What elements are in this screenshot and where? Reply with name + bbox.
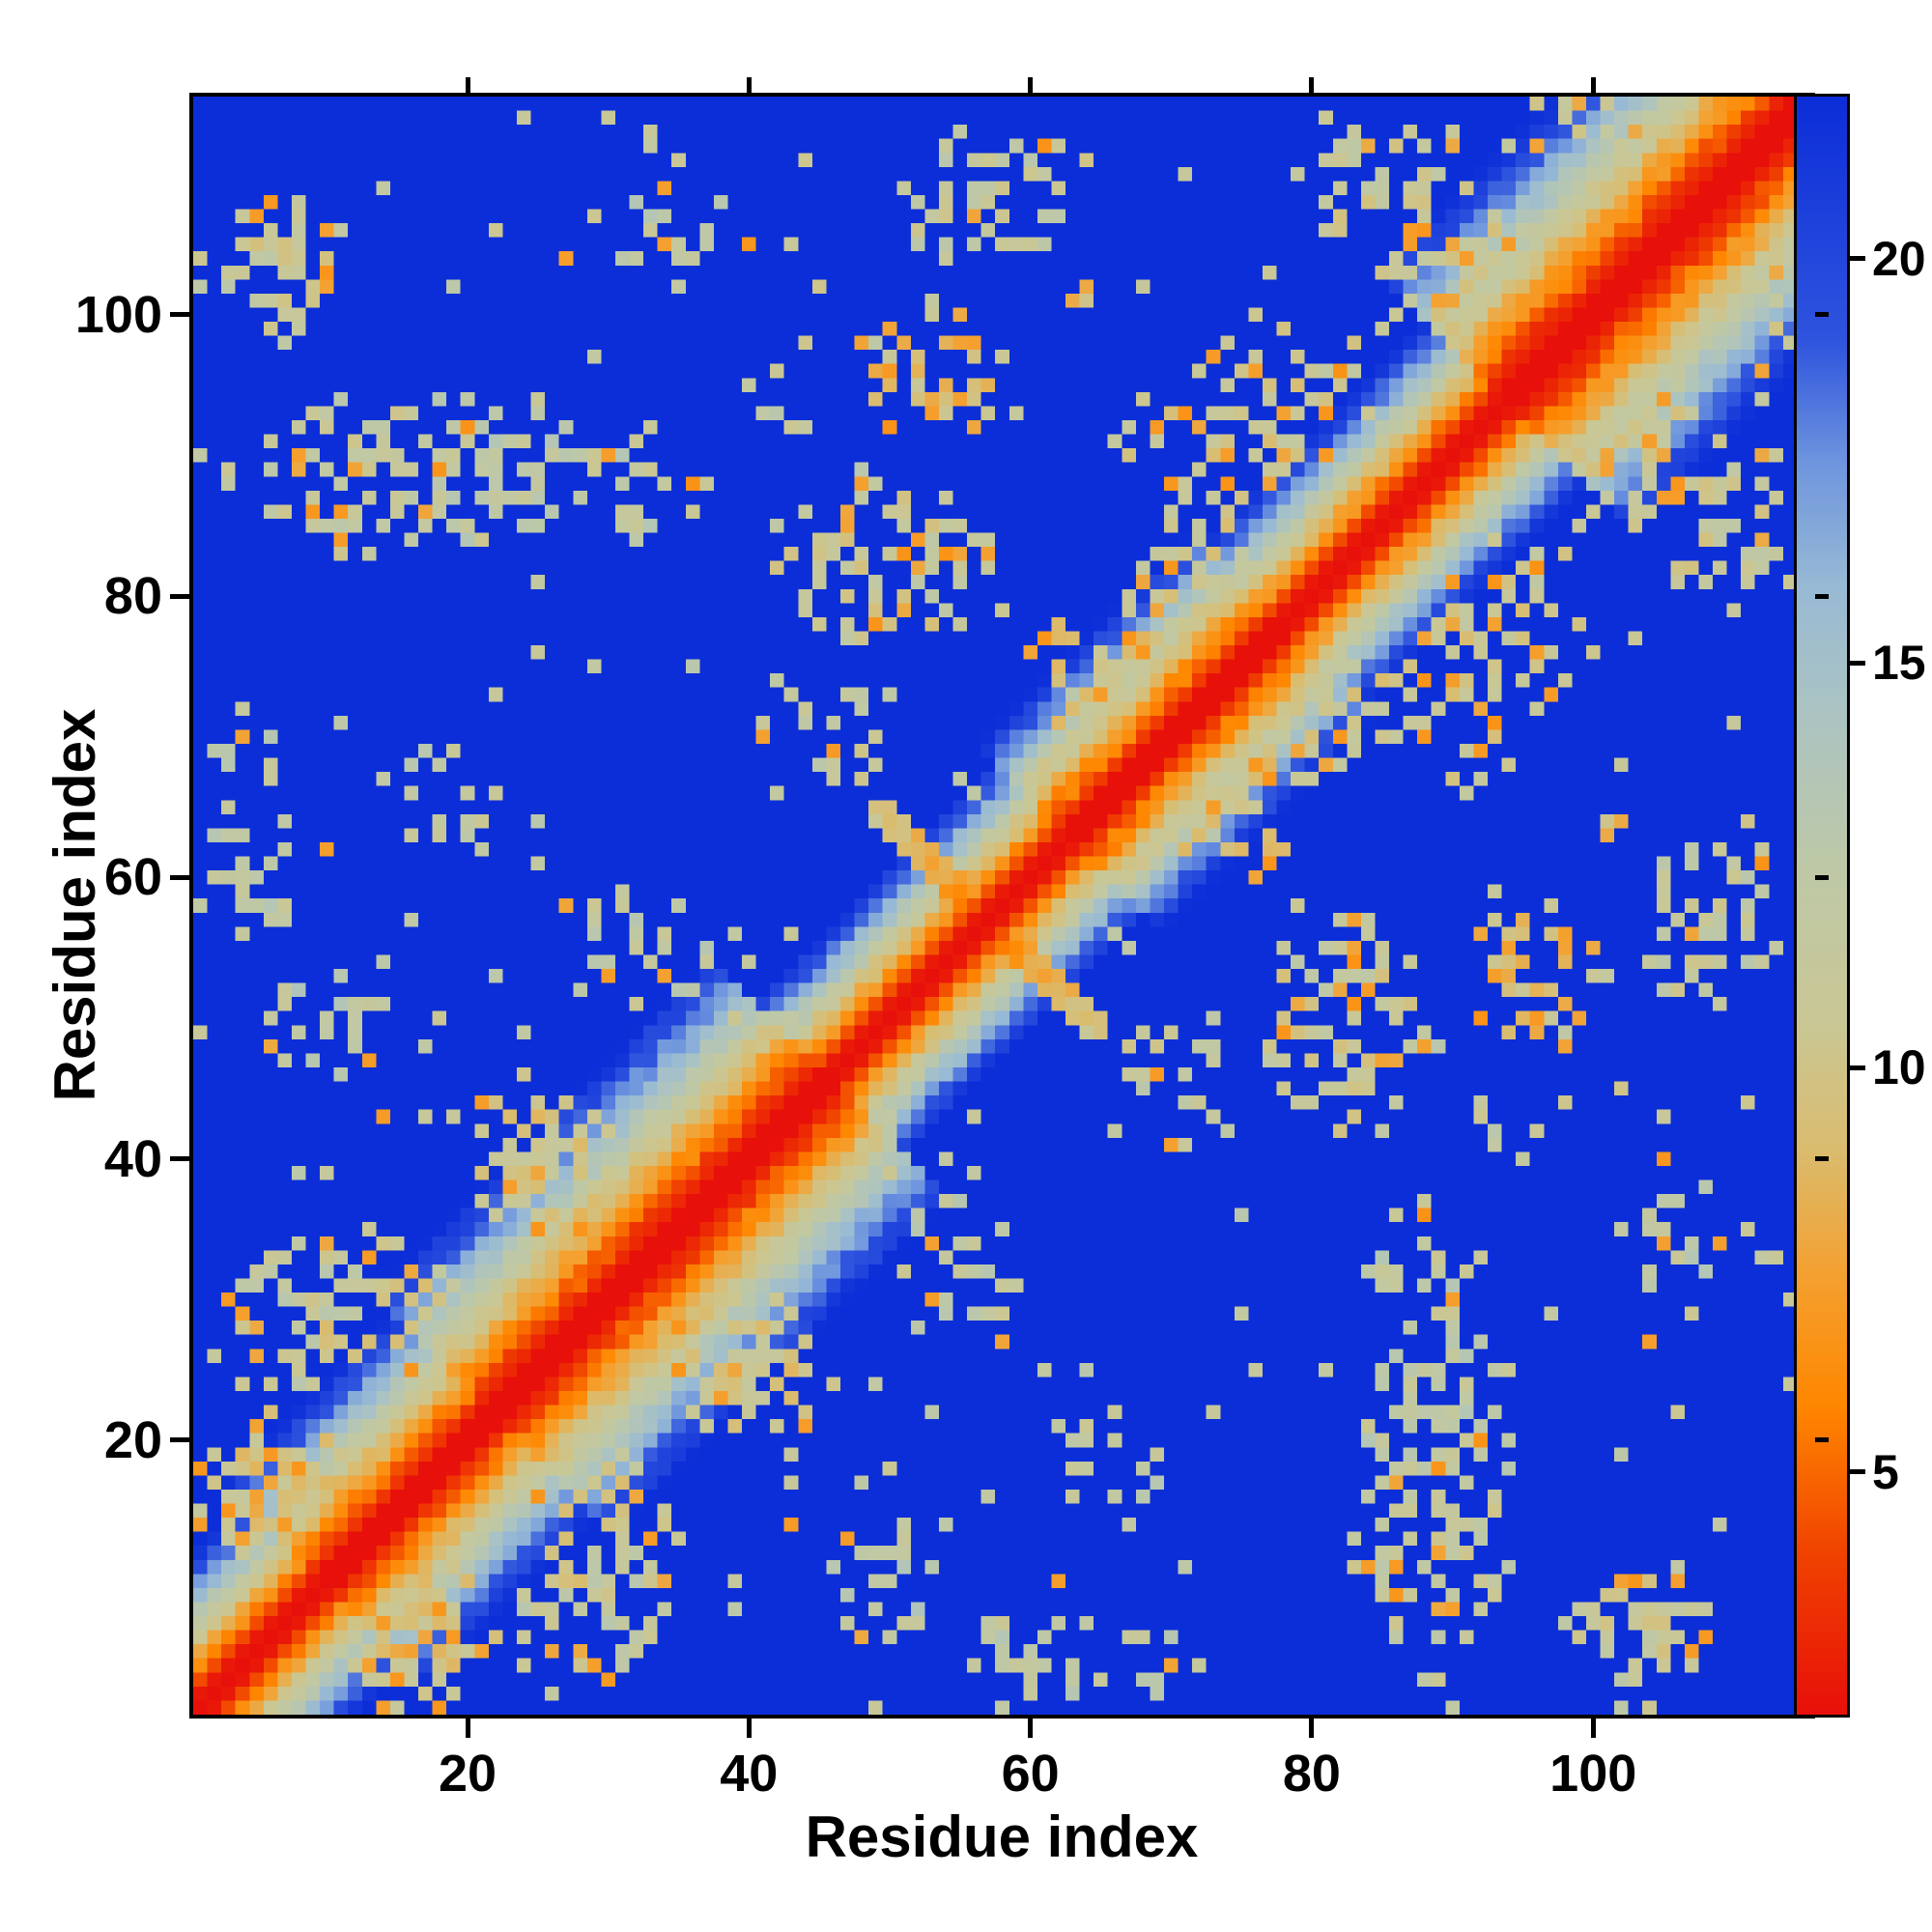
colorbar-tick-label: 15 bbox=[1872, 636, 1926, 691]
y-tick-mark-right bbox=[1815, 593, 1829, 599]
colorbar-tick-mark bbox=[1850, 660, 1865, 666]
colorbar-tick-mark bbox=[1850, 256, 1865, 261]
heatmap-canvas bbox=[193, 97, 1811, 1715]
y-tick-label: 40 bbox=[103, 1129, 162, 1188]
y-tick-mark-right bbox=[1815, 874, 1829, 880]
y-axis-label: Residue index bbox=[43, 708, 107, 1102]
colorbar-tick-label: 5 bbox=[1872, 1444, 1899, 1499]
x-tick-mark-top bbox=[465, 77, 470, 93]
colorbar-gradient-canvas bbox=[1797, 97, 1847, 1715]
y-tick-mark bbox=[170, 1156, 189, 1162]
y-tick-mark-right bbox=[1815, 312, 1829, 318]
y-tick-mark bbox=[170, 312, 189, 318]
x-tick-mark bbox=[746, 1719, 752, 1738]
y-tick-label: 60 bbox=[103, 848, 162, 907]
y-tick-mark-right bbox=[1815, 1156, 1829, 1162]
y-tick-mark bbox=[170, 593, 189, 599]
y-tick-mark bbox=[170, 1437, 189, 1443]
colorbar-tick-mark bbox=[1850, 1469, 1865, 1475]
colorbar bbox=[1794, 94, 1850, 1718]
colorbar-tick-mark bbox=[1850, 1065, 1865, 1070]
heatmap-plot-area bbox=[189, 93, 1815, 1719]
x-tick-label: 100 bbox=[1549, 1745, 1637, 1803]
x-tick-mark bbox=[1309, 1719, 1315, 1738]
y-tick-label: 80 bbox=[103, 567, 162, 626]
colorbar-tick-label: 20 bbox=[1872, 231, 1926, 286]
x-tick-label: 20 bbox=[438, 1745, 497, 1803]
y-tick-label: 20 bbox=[103, 1410, 162, 1469]
x-tick-label: 80 bbox=[1282, 1745, 1341, 1803]
y-tick-label: 100 bbox=[74, 285, 162, 344]
x-tick-label: 60 bbox=[1001, 1745, 1060, 1803]
x-tick-mark-top bbox=[1028, 77, 1034, 93]
y-tick-mark-right bbox=[1815, 1437, 1829, 1443]
x-tick-mark-top bbox=[746, 77, 752, 93]
x-tick-mark bbox=[1028, 1719, 1034, 1738]
x-tick-mark-top bbox=[1590, 77, 1596, 93]
x-tick-mark-top bbox=[1309, 77, 1315, 93]
colorbar-tick-label: 10 bbox=[1872, 1040, 1926, 1094]
x-tick-mark bbox=[1590, 1719, 1596, 1738]
x-tick-label: 40 bbox=[720, 1745, 779, 1803]
x-axis-label: Residue index bbox=[805, 1804, 1199, 1869]
x-tick-mark bbox=[465, 1719, 470, 1738]
y-tick-mark bbox=[170, 874, 189, 880]
